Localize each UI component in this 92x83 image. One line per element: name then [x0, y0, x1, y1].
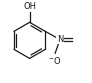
- Text: OH: OH: [24, 2, 37, 11]
- Text: N: N: [57, 35, 63, 44]
- Text: $\mathdefault{{}^{-}}$O: $\mathdefault{{}^{-}}$O: [48, 55, 62, 66]
